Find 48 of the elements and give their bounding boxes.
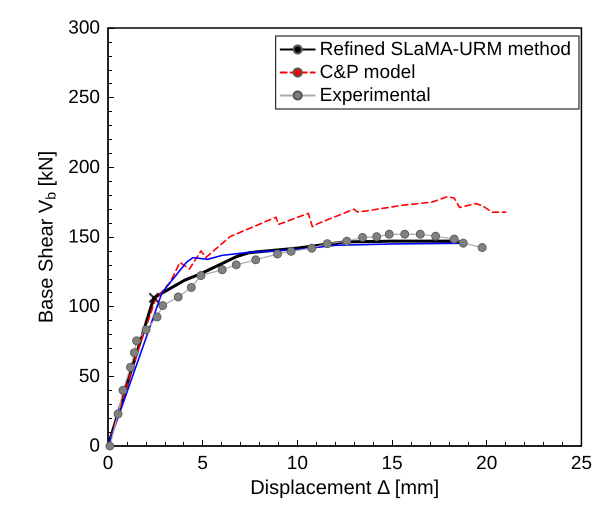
point (478, 243, 487, 252)
point (307, 244, 316, 253)
point (458, 238, 468, 248)
legend-label: Experimental (320, 85, 431, 106)
point (450, 234, 459, 244)
point (106, 442, 114, 450)
point (132, 336, 141, 346)
legend-label: C&P model (320, 62, 416, 83)
point (372, 232, 382, 242)
point (174, 292, 183, 302)
y-axis-title: Base Shear Vb [kN] (35, 150, 58, 324)
point (342, 236, 352, 246)
point (358, 233, 367, 242)
y-tick-label: 300 (68, 18, 100, 38)
point (186, 283, 196, 292)
y-tick-label: 50 (78, 366, 100, 387)
y-tick-label: 0 (89, 436, 100, 456)
x-tick-label: 10 (286, 453, 308, 474)
x-tick-label: 20 (476, 453, 498, 474)
point (384, 230, 394, 239)
point (400, 230, 410, 239)
point (251, 255, 260, 264)
point (218, 265, 227, 274)
point (152, 312, 162, 322)
point (126, 362, 135, 372)
y-tick-label: 250 (68, 87, 100, 108)
x-tick-label: 5 (197, 453, 208, 474)
x-tick-label: 15 (381, 453, 403, 474)
point (232, 260, 241, 270)
point (431, 232, 440, 241)
y-tick-label: 100 (68, 296, 100, 318)
y-tick-label: 200 (68, 156, 100, 178)
point (416, 230, 425, 239)
x-axis-title: Displacement Δ [mm] (250, 476, 440, 499)
point (148, 292, 160, 304)
point (158, 301, 168, 310)
point (114, 410, 122, 418)
x-tick-label: 25 (570, 453, 592, 474)
legend-label: Refined SLaMA-URM method (320, 39, 572, 60)
point (130, 348, 139, 358)
x-tick-label: 0 (102, 453, 114, 474)
y-tick-label: 150 (68, 226, 100, 248)
point (273, 250, 282, 258)
point (286, 246, 296, 256)
point (322, 239, 332, 248)
point (142, 325, 150, 334)
point (118, 386, 128, 395)
point (196, 271, 206, 280)
